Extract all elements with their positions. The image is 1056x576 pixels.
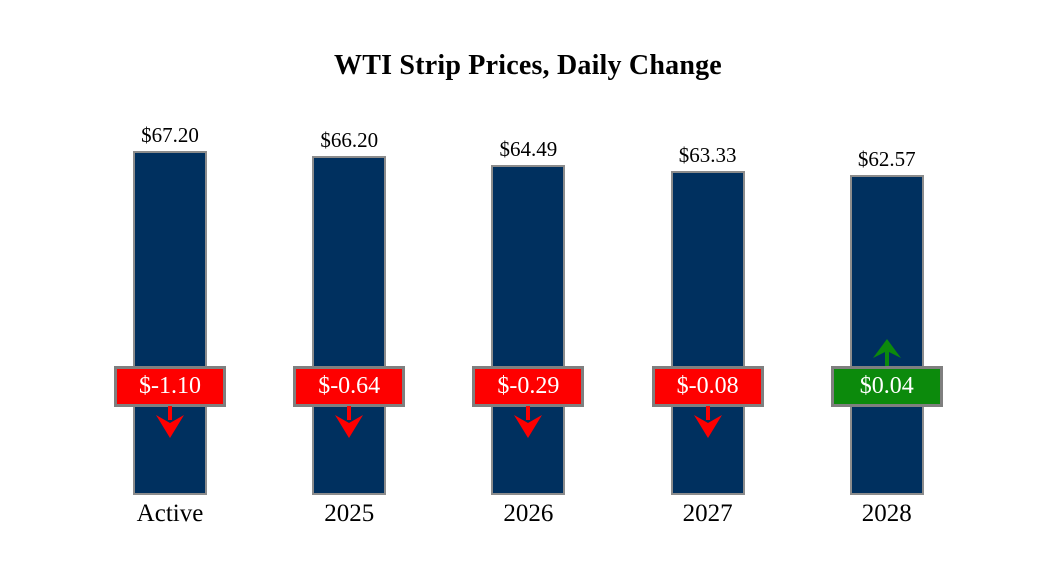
change-badge: $0.04 (830, 366, 943, 407)
price-label: $67.20 (141, 123, 199, 147)
bar-group: $62.57 $0.04 2028 (797, 0, 977, 576)
down-arrow-icon (693, 406, 722, 438)
down-arrow-icon (514, 406, 543, 438)
price-bar (849, 175, 924, 495)
change-badge: $-0.29 (472, 366, 585, 407)
up-arrow-icon (872, 339, 901, 366)
bar-group: $67.20 $-1.10 Active (80, 0, 260, 576)
change-badge: $-1.10 (114, 366, 226, 407)
chart-title: WTI Strip Prices, Daily Change (334, 50, 722, 81)
down-arrow-icon (156, 406, 184, 438)
change-badge: $-0.08 (651, 366, 764, 407)
change-badge: $-0.64 (293, 366, 406, 407)
category-label: 2025 (324, 500, 375, 527)
down-arrow-icon (335, 406, 364, 438)
category-label: 2027 (682, 500, 733, 527)
price-label: $66.20 (320, 128, 379, 152)
bar-group: $63.33 $-0.08 2027 (618, 0, 798, 576)
category-label: Active (136, 500, 204, 527)
price-bar (133, 151, 207, 495)
category-label: 2026 (503, 500, 554, 527)
category-label: 2028 (861, 500, 912, 527)
price-bar (670, 171, 745, 495)
price-label: $63.33 (678, 143, 737, 167)
price-bar (491, 165, 566, 495)
price-label: $64.49 (499, 137, 558, 161)
bar-group: $64.49 $-0.29 2026 (438, 0, 618, 576)
bar-group: $66.20 $-0.64 2025 (259, 0, 439, 576)
price-bar (312, 156, 387, 495)
price-label: $62.57 (857, 147, 916, 171)
